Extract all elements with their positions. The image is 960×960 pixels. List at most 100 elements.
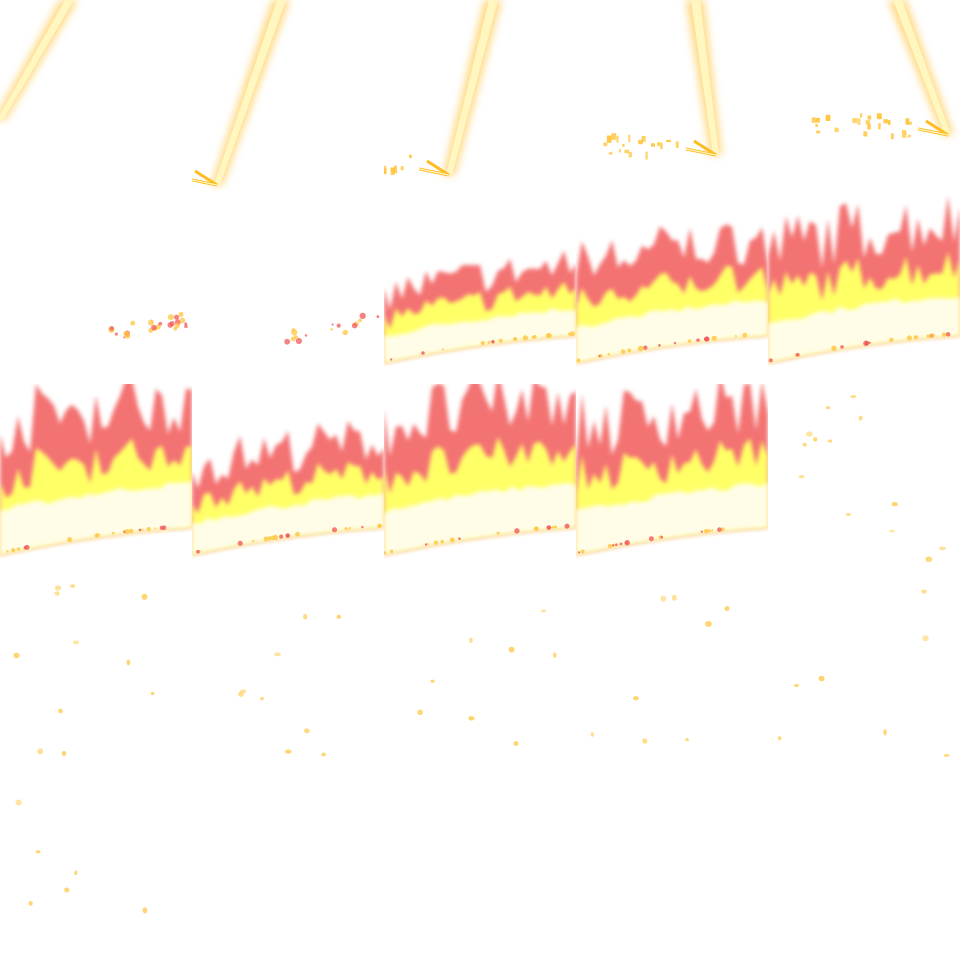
sprite-frame-24 (576, 768, 768, 960)
ember-icon (417, 609, 557, 747)
sprite-frame-3 (384, 0, 576, 192)
sprite-frame-canvas (192, 768, 384, 960)
spark-icon (408, 154, 412, 159)
spark-icon (815, 117, 820, 123)
spark-icon (878, 123, 881, 130)
sprite-frame-canvas (192, 421, 384, 555)
spark-icon (624, 149, 630, 154)
sprite-frame-8 (384, 192, 576, 384)
sprite-frame-25 (768, 768, 960, 960)
spark-icon (641, 136, 646, 142)
sprite-frame-canvas (603, 0, 722, 160)
spark-icon (616, 135, 619, 143)
spark-icon (876, 113, 882, 120)
sprite-frame-9 (576, 192, 768, 384)
sprite-frame-4 (576, 0, 768, 192)
spark-icon (657, 142, 661, 147)
sprite-frame-11 (0, 384, 192, 576)
ember-icon (13, 584, 155, 756)
sprite-frame-canvas (13, 584, 155, 756)
spark-icon (666, 139, 671, 143)
spark-icon (628, 151, 632, 158)
spark-icon (815, 123, 818, 128)
spark-icon (905, 118, 910, 125)
fire-icon (576, 384, 768, 555)
spark-icon (887, 120, 891, 125)
spark-icon (825, 114, 831, 121)
sprite-frame-canvas (384, 768, 576, 960)
spark-icon (645, 151, 648, 160)
sprite-frame-10 (768, 192, 960, 384)
sprite-frame-5 (768, 0, 960, 192)
spark-icon (622, 144, 625, 147)
sprite-frame-15 (768, 384, 960, 576)
sprite-frame-23 (384, 768, 576, 960)
sprite-frame-canvas (777, 589, 950, 757)
sprite-frame-canvas (0, 384, 192, 555)
sprite-frame-13 (384, 384, 576, 576)
ember-icon (15, 799, 148, 914)
sprite-frame-canvas (0, 0, 78, 120)
spark-icon (884, 120, 888, 123)
fire-icon (192, 421, 384, 555)
sprite-frame-canvas (768, 195, 960, 363)
sprite-frame-canvas (576, 224, 768, 363)
sprite-frame-2 (192, 0, 384, 192)
fire-icon (384, 384, 576, 555)
lightning-beam-icon (603, 0, 722, 160)
sprite-frame-22 (192, 768, 384, 960)
fire-icon (0, 384, 192, 555)
sprite-frame-16 (0, 576, 192, 768)
spark-icon (865, 120, 871, 125)
sprite-frame-canvas (384, 0, 502, 177)
spark-icon (867, 124, 871, 130)
sprite-frame-canvas (811, 0, 954, 140)
sprite-frame-6 (0, 192, 192, 384)
spark-icon (608, 152, 613, 155)
sprite-frame-1 (0, 0, 192, 192)
spark-icon (890, 133, 894, 140)
ember-icon (590, 594, 730, 744)
spark-icon (400, 166, 404, 171)
sprite-frame-canvas (284, 312, 380, 345)
spark-icon (834, 127, 839, 133)
fire-icon (384, 250, 576, 363)
sprite-frame-20 (768, 576, 960, 768)
sprite-frame-canvas (768, 768, 960, 960)
sprite-frame-canvas (384, 384, 576, 555)
spark-icon (857, 118, 861, 125)
sprite-frame-14 (576, 384, 768, 576)
sprite-frame-canvas (192, 0, 290, 187)
sprite-frame-21 (0, 768, 192, 960)
spark-icon (660, 142, 663, 150)
sprite-frame-canvas (798, 395, 946, 563)
spark-icon (907, 121, 912, 125)
lightning-beam-icon (384, 0, 502, 177)
spark-icon (628, 134, 631, 143)
sprite-frame-17 (192, 576, 384, 768)
ember-icon (798, 395, 946, 563)
spark-icon (867, 115, 872, 120)
spark-icon (638, 139, 643, 145)
fire-icon (576, 224, 768, 363)
spark-icon (390, 167, 395, 175)
spark-icon (651, 143, 655, 147)
spark-icon (907, 134, 911, 138)
spark-icon (901, 129, 907, 138)
spark-icon (384, 165, 387, 174)
ember-icon (777, 589, 950, 757)
fire-icon (768, 195, 960, 363)
spark-icon (284, 312, 380, 345)
spark-icon (606, 135, 612, 143)
spark-icon (108, 311, 188, 339)
spark-icon (618, 148, 621, 153)
sprite-frame-canvas (417, 609, 557, 747)
lightning-beam-icon (811, 0, 954, 140)
sprite-frame-canvas (590, 594, 730, 744)
sprite-frame-7 (192, 192, 384, 384)
spark-icon (859, 113, 863, 118)
sprite-frame-canvas (238, 613, 341, 757)
spark-icon (603, 142, 608, 147)
sprite-frame-canvas (108, 311, 188, 339)
